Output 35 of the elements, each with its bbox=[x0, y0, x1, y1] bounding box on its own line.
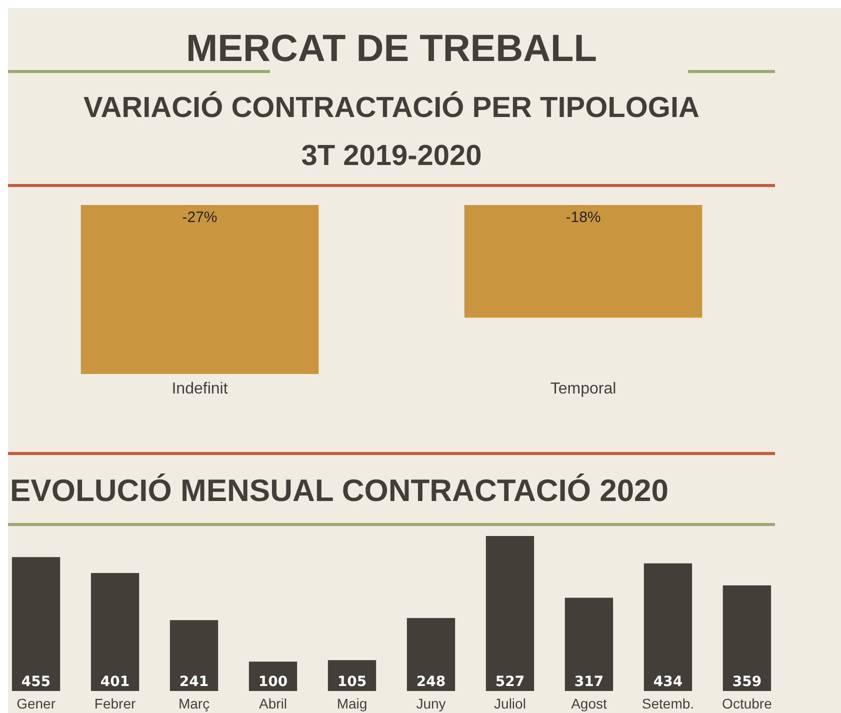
chart-title: MERCAT DE TREBALL bbox=[185, 28, 598, 71]
bar bbox=[722, 585, 772, 691]
data-label: 455 bbox=[21, 674, 51, 690]
bar bbox=[90, 573, 140, 691]
data-label: 527 bbox=[495, 674, 525, 690]
data-label: -18% bbox=[566, 209, 601, 226]
bar bbox=[170, 620, 218, 691]
chart-subtitle: VARIACIÓ CONTRACTACIÓ PER TIPOLOGIA 3T 2019-2020 bbox=[82, 90, 700, 174]
data-label: 100 bbox=[258, 674, 288, 690]
data-label: 317 bbox=[574, 674, 604, 690]
x-tick-label: Indefinit bbox=[172, 380, 228, 398]
bar bbox=[406, 618, 456, 691]
x-tick-label: Juny bbox=[416, 696, 446, 712]
chart-title: EVOLUCIÓ MENSUAL CONTRACTACIÓ 2020 bbox=[10, 473, 669, 509]
x-tick-label: Juliol bbox=[494, 696, 526, 712]
x-tick-label: Febrer bbox=[94, 696, 136, 712]
data-label: 401 bbox=[100, 674, 130, 690]
x-tick-label: Temporal bbox=[550, 380, 616, 398]
data-label: 359 bbox=[732, 674, 762, 690]
bar bbox=[486, 536, 534, 691]
data-label: -27% bbox=[182, 209, 218, 226]
data-label: 105 bbox=[337, 674, 367, 690]
x-tick-label: Octubre bbox=[722, 696, 772, 712]
bar bbox=[12, 557, 60, 691]
x-tick-label: Abril bbox=[259, 696, 288, 712]
bar bbox=[564, 598, 614, 691]
data-label: 434 bbox=[653, 674, 683, 690]
x-tick-label: Agost bbox=[571, 696, 607, 712]
x-tick-label: Gener bbox=[16, 696, 56, 712]
x-tick-label: Maig bbox=[336, 696, 368, 712]
data-label: 241 bbox=[179, 674, 209, 690]
bar bbox=[644, 563, 692, 691]
data-label: 248 bbox=[416, 674, 446, 690]
x-tick-label: Setemb. bbox=[642, 696, 694, 712]
x-tick-label: Març bbox=[178, 696, 210, 712]
